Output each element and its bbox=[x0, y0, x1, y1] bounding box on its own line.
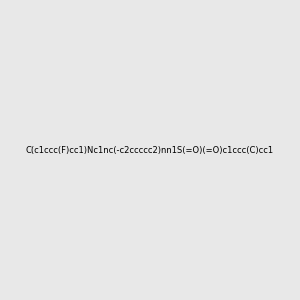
Text: C(c1ccc(F)cc1)Nc1nc(-c2ccccc2)nn1S(=O)(=O)c1ccc(C)cc1: C(c1ccc(F)cc1)Nc1nc(-c2ccccc2)nn1S(=O)(=… bbox=[26, 146, 274, 154]
